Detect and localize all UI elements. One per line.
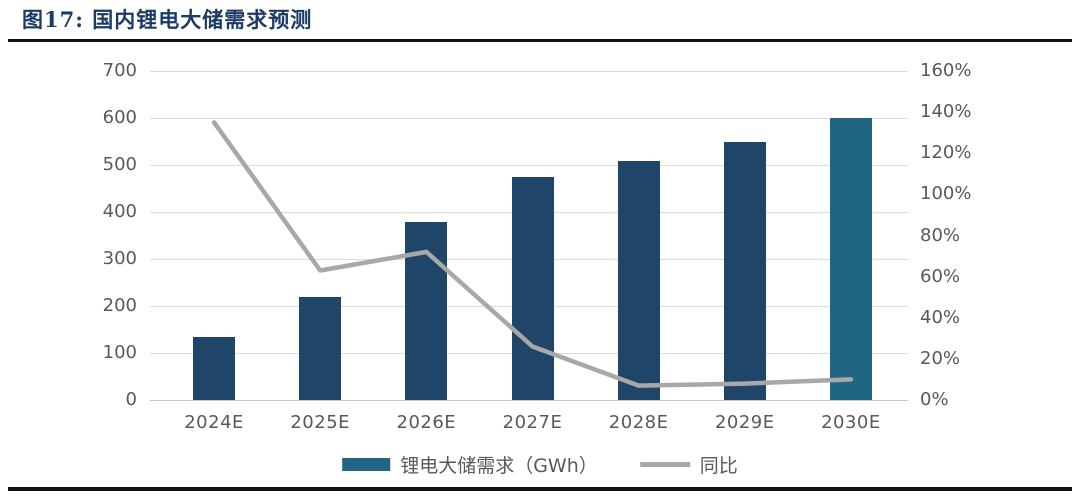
bar-2027E	[511, 176, 554, 400]
x-axis-tick-2024E: 2024E	[184, 412, 244, 433]
legend-line-swatch	[639, 462, 690, 467]
left-axis-tick: 600	[102, 107, 137, 128]
left-axis-tick: 300	[102, 248, 137, 269]
x-axis-tick-2027E: 2027E	[502, 412, 563, 433]
right-axis-tick: 120%	[920, 142, 972, 164]
gridline	[150, 71, 908, 72]
left-axis-tick: 100	[102, 342, 137, 363]
left-axis-tick: 200	[102, 295, 137, 316]
figure-title: 图17: 国内锂电大储需求预测	[22, 7, 313, 32]
right-axis-tick: 40%	[920, 306, 961, 328]
bar-2030E	[829, 118, 872, 400]
x-axis-tick-2025E: 2025E	[290, 412, 351, 433]
bar-2029E	[723, 142, 766, 400]
right-axis-tick: 60%	[920, 265, 961, 287]
right-axis-tick: 100%	[920, 183, 972, 205]
legend: 锂电大储需求（GWh） 同比	[342, 451, 738, 478]
x-axis-tick-2030E: 2030E	[821, 412, 881, 433]
left-axis-tick: 700	[102, 60, 137, 81]
left-axis-tick: 400	[102, 201, 137, 222]
right-axis-tick: 80%	[920, 224, 961, 246]
left-axis-tick: 500	[102, 154, 137, 175]
right-axis-tick: 20%	[920, 347, 961, 369]
x-axis-tick-2026E: 2026E	[396, 412, 457, 433]
bar-2028E	[617, 161, 660, 400]
yoy-line	[211, 120, 854, 388]
bar-2025E	[299, 296, 342, 400]
top-rule	[8, 39, 1072, 42]
bar-2024E	[193, 336, 236, 400]
right-axis-tick: 140%	[920, 101, 972, 123]
bottom-rule	[8, 487, 1072, 491]
right-axis-tick: 160%	[920, 60, 972, 81]
left-axis-tick: 0	[125, 389, 137, 410]
x-axis-tick-2028E: 2028E	[608, 412, 669, 433]
gridline	[150, 118, 908, 119]
legend-line-label: 同比	[699, 455, 738, 477]
legend-bar-swatch	[342, 458, 391, 471]
x-axis-line	[150, 400, 908, 401]
x-axis-tick-2029E: 2029E	[714, 412, 775, 433]
right-axis-tick: 0%	[920, 389, 949, 410]
gridline	[150, 165, 908, 166]
legend-bar-label: 锂电大储需求（GWh）	[400, 455, 598, 477]
